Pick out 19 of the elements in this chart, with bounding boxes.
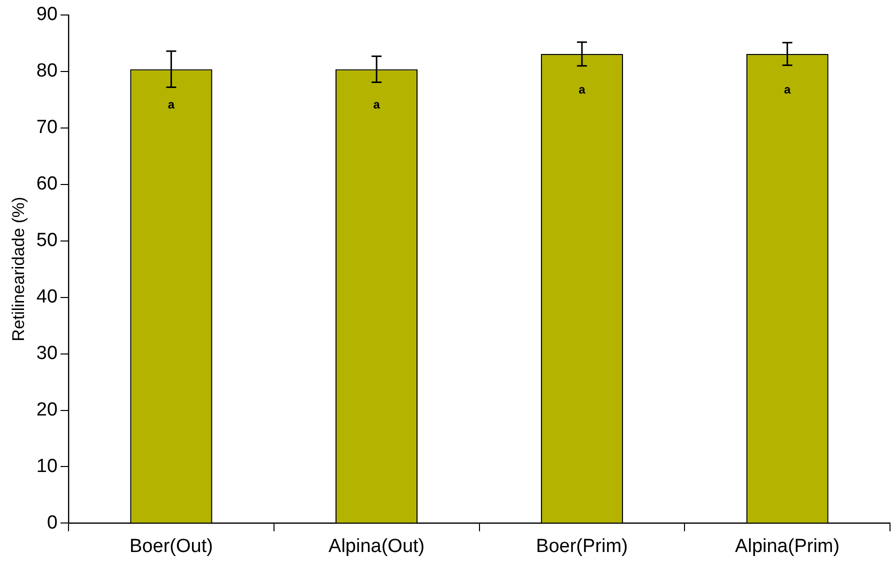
annotation: a [784,82,791,96]
y-tick-label: 60 [36,174,58,195]
x-tick-label: Boer(Out) [130,536,213,557]
x-tick-label: Alpina(Prim) [735,536,840,557]
y-tick-label: 50 [36,230,58,252]
annotation: a [373,98,380,112]
x-tick-label: Alpina(Out) [328,536,425,557]
y-tick-label: 90 [36,4,58,26]
y-tick-label: 20 [36,400,58,420]
x-tick-label: Boer(Prim) [536,536,628,557]
y-tick-label: 0 [46,512,58,534]
y-tick-label: 70 [36,117,58,138]
y-tick-label: 80 [36,60,58,82]
y-tick-label: 30 [36,343,58,364]
annotation: a [168,98,175,112]
annotation: a [578,82,586,96]
y-tick-label: 40 [36,286,58,308]
y-axis-title: Retilinearidade (%) [8,196,28,342]
y-tick-label: 10 [36,456,58,477]
